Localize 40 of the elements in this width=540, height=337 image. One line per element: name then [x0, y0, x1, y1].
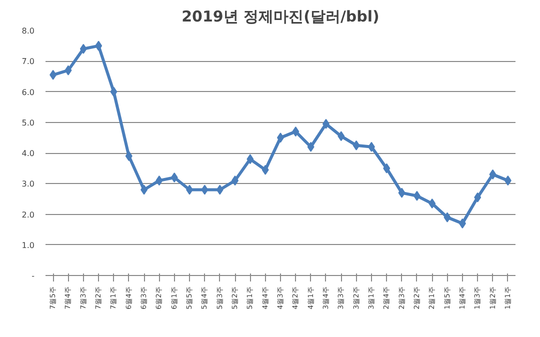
y-tick-label: 1.0 — [22, 240, 35, 250]
point — [383, 163, 390, 174]
point — [95, 40, 102, 51]
y-tick-label: 8.0 — [22, 26, 35, 36]
y-tick-label: 5.0 — [22, 118, 35, 128]
point — [413, 190, 420, 201]
y-tick-label: 3.0 — [22, 180, 35, 189]
point — [170, 172, 178, 182]
point — [110, 86, 118, 97]
y-tick-label: 2.0 — [22, 210, 35, 220]
y-tick-label: - — [32, 272, 35, 280]
point — [186, 184, 194, 195]
point — [474, 192, 482, 202]
point — [368, 142, 375, 152]
point — [458, 218, 466, 228]
point — [307, 142, 314, 152]
point — [125, 151, 132, 162]
point — [232, 176, 239, 186]
point — [338, 131, 345, 142]
point — [504, 176, 512, 186]
point — [489, 169, 496, 180]
point — [352, 140, 360, 150]
point — [262, 164, 269, 175]
point — [398, 188, 406, 198]
point — [428, 198, 436, 209]
point — [80, 44, 87, 54]
chart-title: 2019년 정제마진(달러/bbl) — [182, 8, 380, 26]
point — [64, 65, 72, 76]
point — [156, 176, 163, 186]
point — [216, 184, 224, 195]
point — [246, 154, 254, 164]
point — [140, 184, 148, 195]
y-tick-label: 6.0 — [22, 88, 35, 97]
point — [322, 118, 330, 129]
point — [50, 70, 57, 80]
y-tick-label: 7.0 — [22, 57, 35, 66]
y-tick-label: 4.0 — [22, 149, 35, 158]
point — [444, 212, 451, 222]
point — [292, 126, 300, 137]
point — [201, 184, 208, 195]
